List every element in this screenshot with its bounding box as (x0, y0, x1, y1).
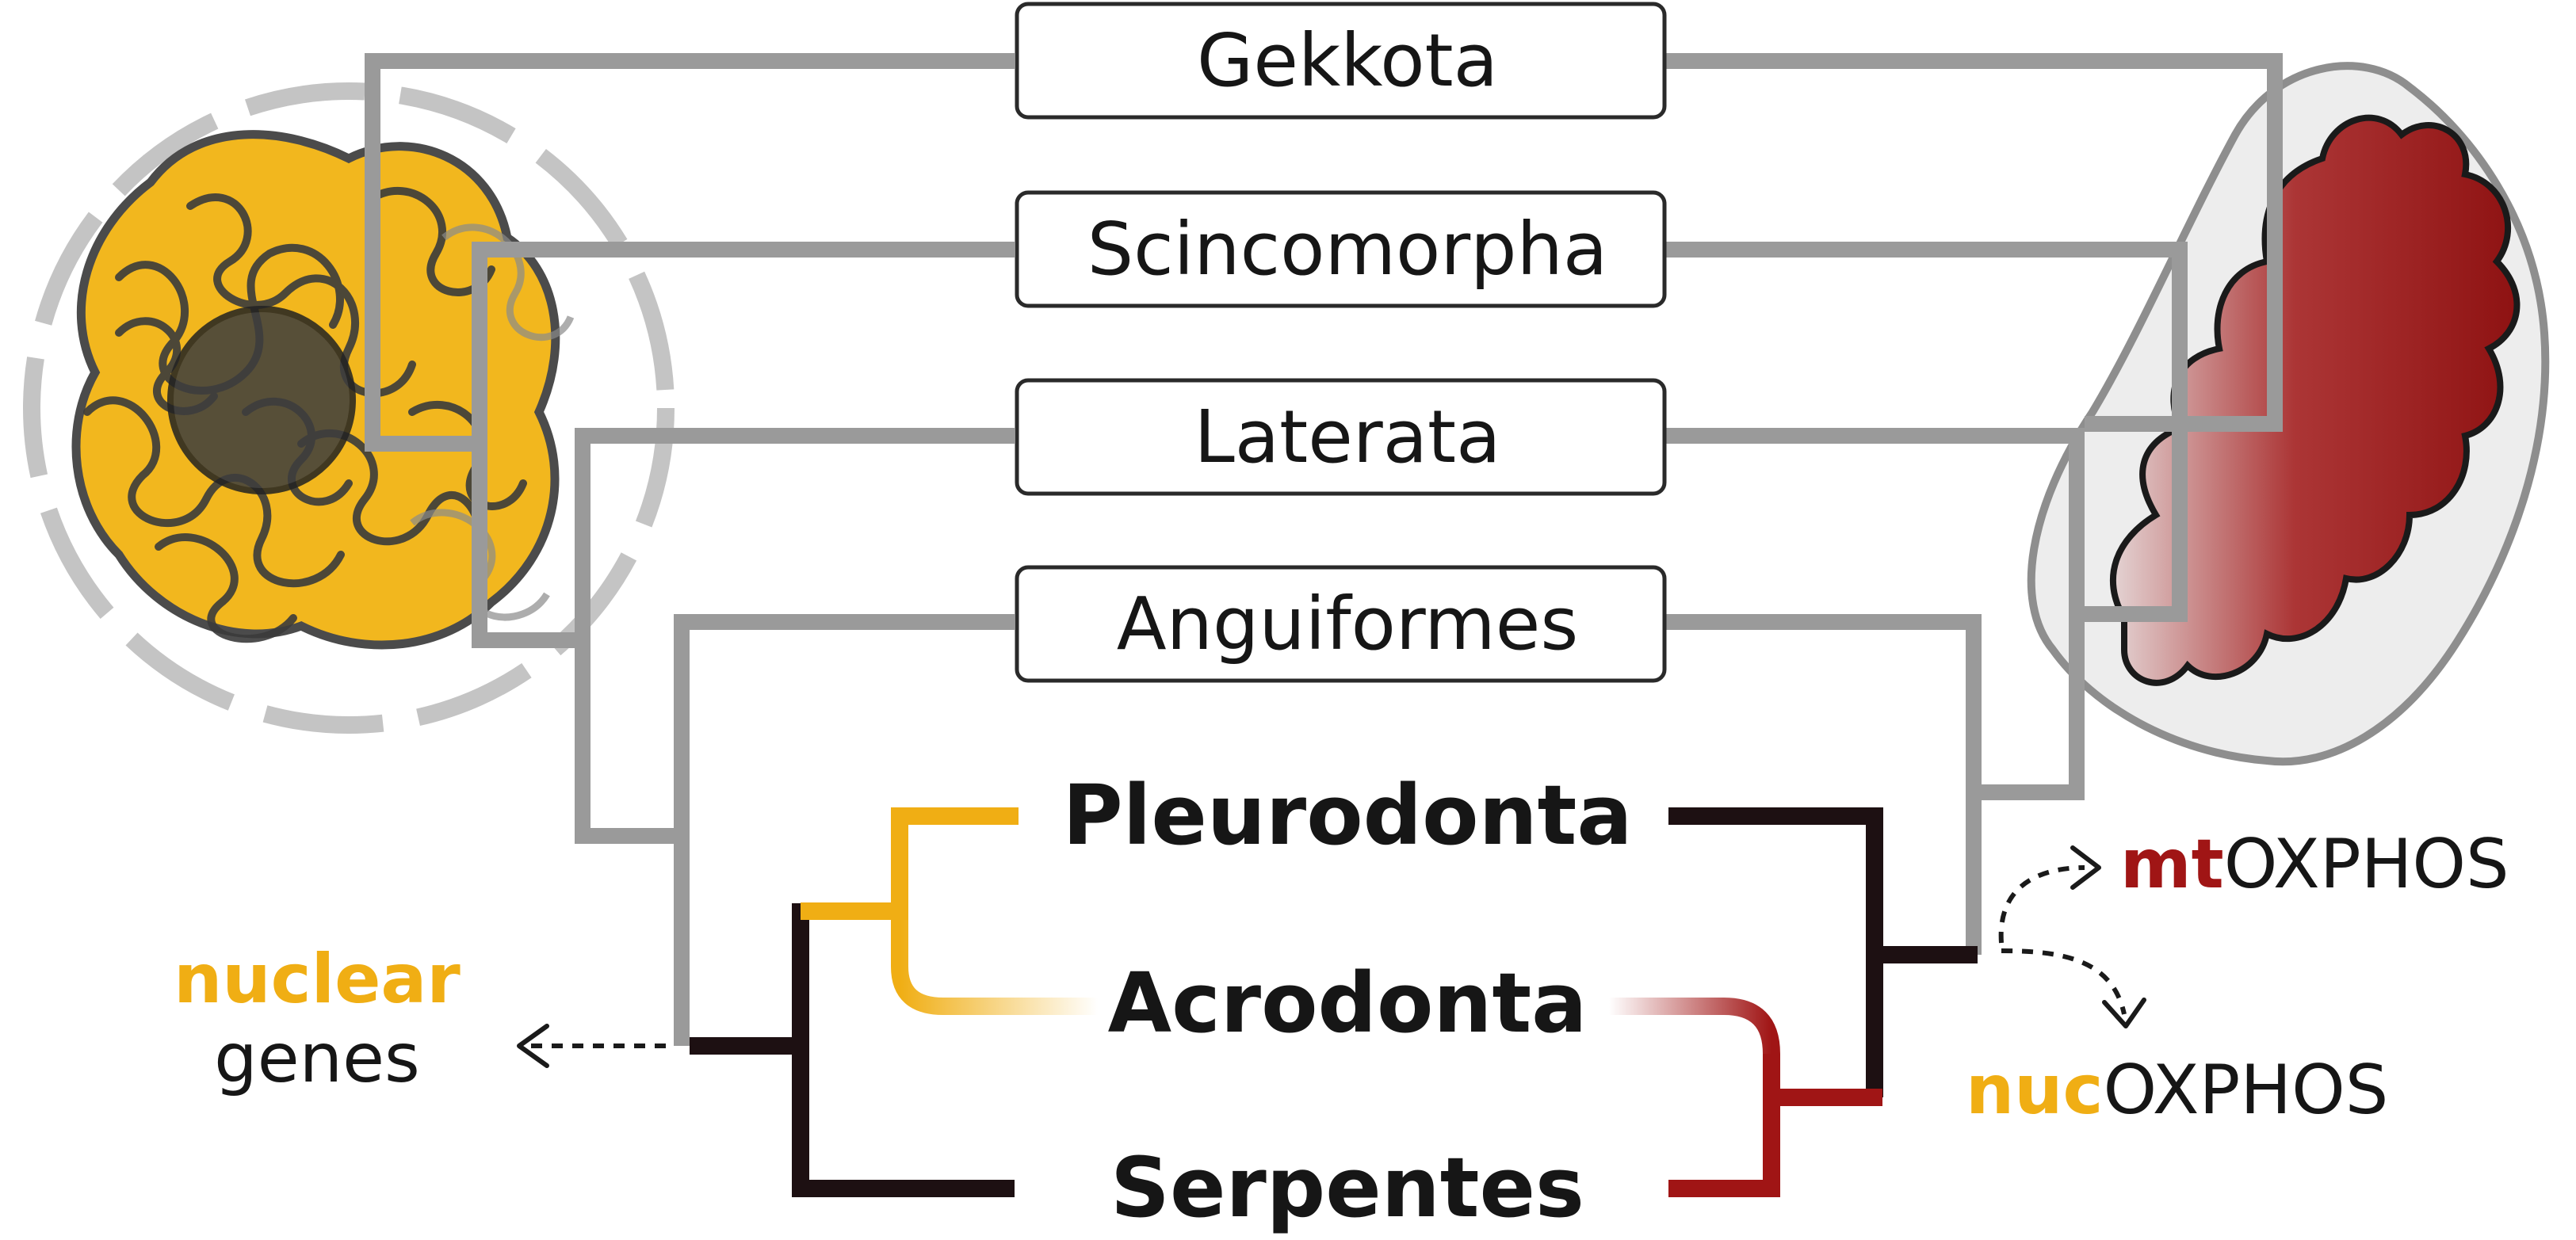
arrowhead-mt (2070, 845, 2101, 890)
nuc-accent-text: nuc (1966, 1051, 2103, 1130)
right-tree-dark (1609, 807, 1978, 1197)
genes-text: genes (214, 1019, 420, 1098)
mtoxphos-label: mtOXPHOS (2120, 825, 2509, 904)
nuc-rest-text: OXPHOS (2103, 1051, 2388, 1130)
nucleus-chromatin-icon (23, 82, 675, 734)
taxon-box-gekkota: Gekkota (1015, 2, 1667, 120)
right-tree-gray (1664, 53, 2283, 955)
taxon-label: Scincomorpha (1087, 207, 1608, 292)
left-tree-dark (690, 807, 1098, 1197)
oxphos-annotations: mtOXPHOS nucOXPHOS (1966, 825, 2509, 1130)
taxon-serpentes: Serpentes (1110, 1139, 1584, 1236)
mt-rest-text: OXPHOS (2224, 825, 2509, 904)
taxon-box-anguiformes: Anguiformes (1015, 565, 1667, 683)
taxon-pleurodonta: Pleurodonta (1062, 767, 1632, 864)
taxon-label: Gekkota (1197, 18, 1498, 103)
taxon-label: Laterata (1194, 395, 1501, 479)
taxon-label: Anguiformes (1117, 582, 1579, 666)
nuclear-genes-annotation: nuclear genes (174, 940, 666, 1098)
nucoxphos-label: nucOXPHOS (1966, 1051, 2388, 1130)
mitochondrion-icon (2027, 62, 2550, 766)
taxon-box-laterata: Laterata (1015, 378, 1667, 496)
arrow-to-mtoxphos (1998, 865, 2085, 944)
taxon-box-scincomorpha: Scincomorpha (1015, 190, 1667, 308)
mt-accent-text: mt (2120, 825, 2224, 904)
arrow-to-nucoxphos (2001, 948, 2127, 1015)
nuclear-accent-text: nuclear (174, 940, 461, 1019)
arrowhead-left (517, 1024, 549, 1068)
left-tree-gray (365, 53, 1015, 1046)
taxon-acrodonta: Acrodonta (1108, 955, 1588, 1051)
arrowhead-nuc (2102, 998, 2146, 1028)
